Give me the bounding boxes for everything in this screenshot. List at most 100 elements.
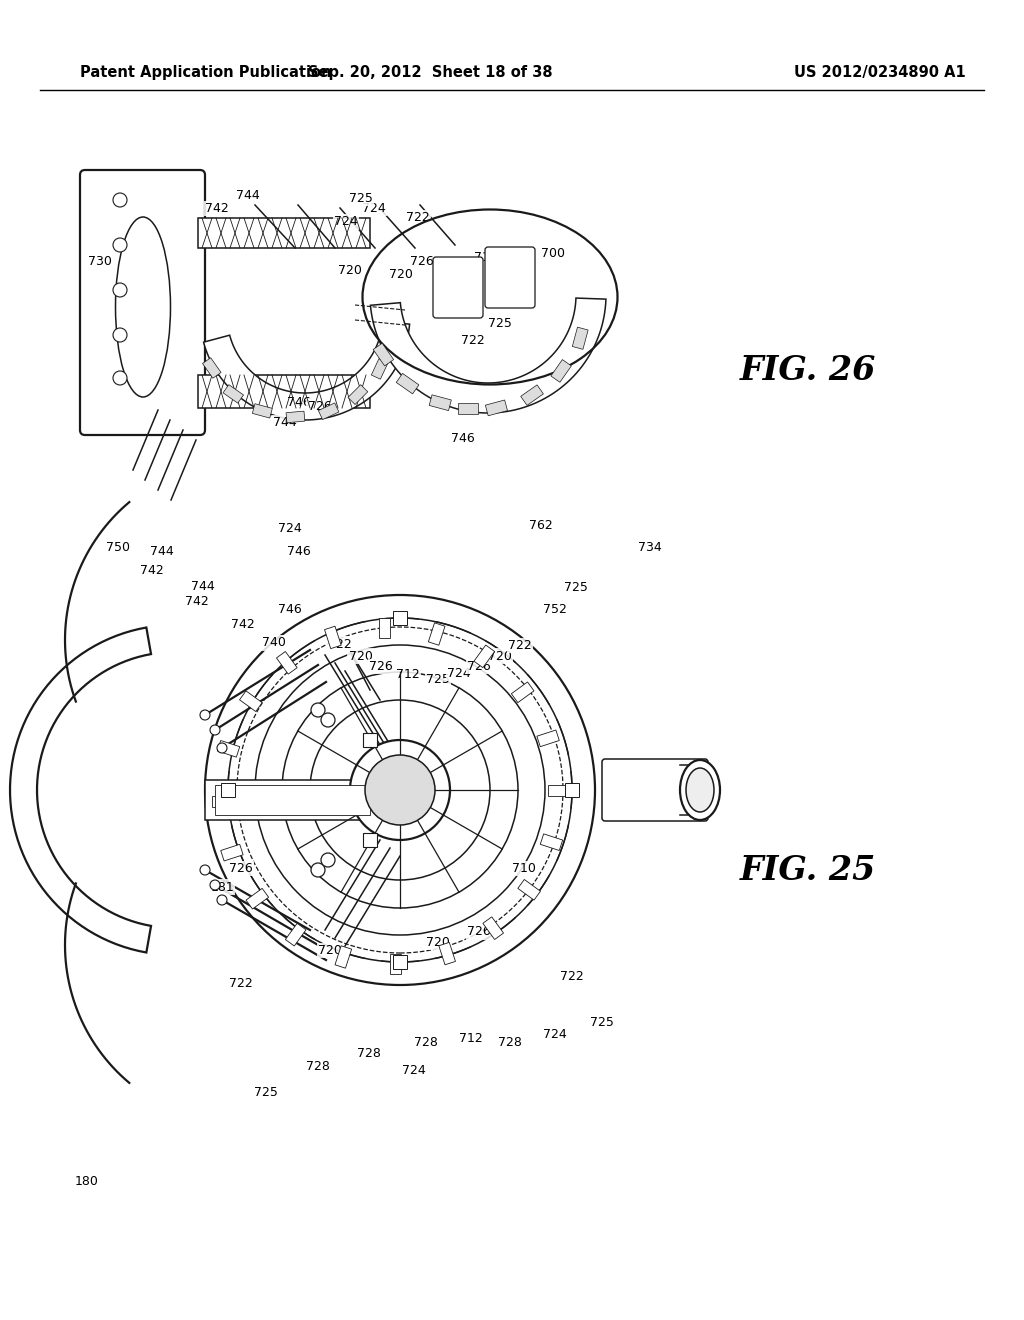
Bar (362, 833, 377, 847)
Bar (223, 384, 244, 403)
Text: 712: 712 (395, 668, 420, 681)
FancyBboxPatch shape (433, 257, 483, 318)
Text: 720: 720 (389, 268, 414, 281)
Bar (548, 784, 568, 796)
Bar (276, 652, 297, 675)
Text: 724: 724 (446, 667, 471, 680)
Text: 720: 720 (338, 264, 362, 277)
Ellipse shape (116, 216, 171, 397)
Text: 726: 726 (307, 400, 332, 413)
Text: 726: 726 (410, 255, 434, 268)
Circle shape (113, 238, 127, 252)
Text: 700: 700 (541, 247, 565, 260)
Text: 712: 712 (459, 1032, 483, 1045)
Bar (348, 384, 368, 404)
Text: 724: 724 (401, 1064, 426, 1077)
Bar (318, 403, 339, 420)
Bar (217, 741, 240, 758)
Bar (458, 404, 478, 414)
Text: 724: 724 (334, 215, 358, 228)
Text: 720: 720 (426, 936, 451, 949)
Text: 726: 726 (467, 660, 492, 673)
Bar (221, 845, 243, 861)
Bar (286, 923, 306, 946)
Bar (393, 954, 407, 969)
Text: FIG. 26: FIG. 26 (740, 354, 877, 387)
Bar (551, 359, 571, 383)
Polygon shape (198, 218, 370, 248)
Text: 728: 728 (498, 1036, 522, 1049)
Circle shape (311, 863, 325, 876)
Bar (335, 945, 351, 968)
Text: 744: 744 (150, 545, 174, 558)
Text: 180: 180 (75, 1175, 99, 1188)
Text: 722: 722 (228, 977, 253, 990)
Circle shape (113, 327, 127, 342)
Text: 742: 742 (139, 564, 164, 577)
Bar (362, 733, 377, 747)
Ellipse shape (680, 760, 720, 820)
Bar (390, 953, 401, 974)
Text: 742: 742 (230, 618, 255, 631)
Circle shape (200, 865, 210, 875)
Text: 726: 726 (369, 660, 393, 673)
Circle shape (217, 743, 227, 752)
Text: 740: 740 (262, 636, 287, 649)
Text: 720: 720 (348, 649, 373, 663)
Text: 734: 734 (638, 541, 663, 554)
Text: Patent Application Publication: Patent Application Publication (80, 66, 332, 81)
Text: 724: 724 (278, 521, 302, 535)
Polygon shape (371, 298, 606, 413)
Text: 720: 720 (317, 944, 342, 957)
Bar (518, 879, 541, 900)
Bar (286, 411, 305, 422)
Text: 724: 724 (543, 1028, 567, 1041)
Bar (372, 359, 388, 379)
Text: 722: 722 (406, 211, 430, 224)
Polygon shape (198, 375, 370, 408)
Text: 750: 750 (105, 541, 130, 554)
Text: 762: 762 (528, 519, 553, 532)
Bar (373, 343, 393, 366)
Bar (572, 327, 588, 350)
Circle shape (113, 282, 127, 297)
Text: 725: 725 (348, 191, 373, 205)
Circle shape (350, 741, 450, 840)
Text: 746: 746 (278, 603, 302, 616)
Text: 725: 725 (487, 317, 512, 330)
Text: 726: 726 (467, 925, 492, 939)
Circle shape (200, 710, 210, 719)
FancyBboxPatch shape (80, 170, 205, 436)
Text: 726: 726 (228, 862, 253, 875)
Bar (474, 645, 495, 668)
Bar (246, 888, 268, 909)
Bar (511, 682, 534, 702)
Circle shape (113, 371, 127, 385)
Circle shape (311, 704, 325, 717)
Text: 746: 746 (451, 432, 475, 445)
Text: 181: 181 (210, 880, 234, 894)
Text: 722: 722 (461, 334, 485, 347)
Circle shape (113, 193, 127, 207)
Bar (379, 618, 390, 638)
Text: 725: 725 (426, 673, 451, 686)
Circle shape (210, 725, 220, 735)
Circle shape (321, 853, 335, 867)
Bar (439, 942, 456, 965)
Circle shape (217, 895, 227, 906)
Text: 746: 746 (287, 396, 311, 409)
Text: 710: 710 (474, 251, 499, 264)
Bar (212, 796, 232, 807)
Text: 720: 720 (487, 649, 512, 663)
Bar (429, 395, 452, 411)
Bar (221, 783, 234, 797)
Bar (396, 374, 419, 393)
Text: 742: 742 (184, 595, 209, 609)
Bar (240, 690, 262, 711)
Circle shape (365, 755, 435, 825)
Text: 746: 746 (287, 545, 311, 558)
Text: 725: 725 (254, 1086, 279, 1100)
Polygon shape (204, 322, 410, 420)
Bar (541, 834, 562, 850)
Text: FIG. 25: FIG. 25 (740, 854, 877, 887)
